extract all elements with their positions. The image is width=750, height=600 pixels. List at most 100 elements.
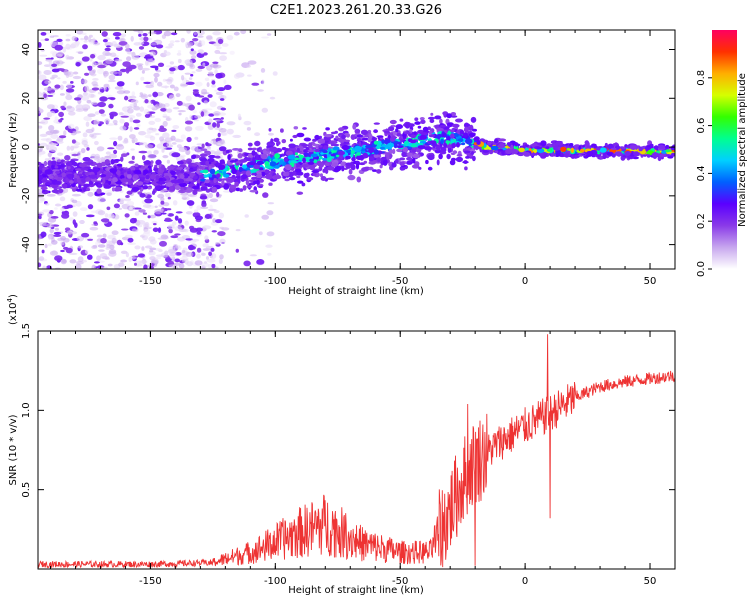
heatmap-cell <box>99 266 108 269</box>
heatmap-cell <box>189 246 196 250</box>
heatmap-cell <box>160 212 167 215</box>
heatmap-cell <box>81 32 87 35</box>
heatmap-cell <box>109 111 118 117</box>
heatmap-cell <box>239 188 244 192</box>
heatmap-cell <box>225 149 230 154</box>
heatmap-cell <box>220 132 227 136</box>
heatmap-cell <box>309 158 314 162</box>
heatmap-cell <box>57 77 61 80</box>
heatmap-cell <box>167 249 177 254</box>
heatmap-cell <box>82 157 91 162</box>
heatmap-cell <box>254 132 261 137</box>
heatmap-cell <box>267 252 272 256</box>
heatmap-cell <box>203 100 208 105</box>
heatmap-cell <box>257 160 265 165</box>
heatmap-cell <box>200 92 210 95</box>
heatmap-cell <box>59 93 65 96</box>
heatmap-cell <box>133 42 142 46</box>
heatmap-cell <box>72 130 82 134</box>
heatmap-cell <box>86 99 92 104</box>
heatmap-cell <box>199 166 204 170</box>
heatmap-cell <box>107 147 115 150</box>
heatmap-cell <box>123 90 131 94</box>
heatmap-cell <box>185 238 193 241</box>
heatmap-cell <box>114 186 122 191</box>
scale-exponent: 4 <box>6 297 14 302</box>
heatmap-cell <box>210 247 215 252</box>
heatmap-cell <box>97 183 101 187</box>
heatmap-cell <box>54 181 62 185</box>
heatmap-cell <box>97 54 106 61</box>
heatmap-cell <box>665 149 671 153</box>
heatmap-cell <box>585 141 590 147</box>
top-x-tick-label: -150 <box>139 276 162 287</box>
heatmap-cell <box>77 256 84 263</box>
heatmap-cell <box>184 126 193 132</box>
heatmap-cell <box>185 95 192 102</box>
heatmap-cell <box>136 124 141 127</box>
heatmap-cell <box>141 67 151 71</box>
heatmap-cell <box>284 178 290 182</box>
heatmap-cell <box>244 214 249 218</box>
heatmap-cell <box>453 138 457 143</box>
top-y-tick-label: 40 <box>21 43 32 56</box>
heatmap-cell <box>560 146 567 152</box>
heatmap-cell <box>148 49 157 53</box>
heatmap-cell <box>143 169 149 174</box>
heatmap-cell <box>218 258 223 265</box>
heatmap-cell <box>410 144 418 148</box>
heatmap-cell <box>288 160 292 164</box>
heatmap-cell <box>144 221 150 228</box>
heatmap-cell <box>205 142 209 146</box>
heatmap-cell <box>71 42 79 48</box>
heatmap-cell <box>348 168 353 175</box>
heatmap-cell <box>301 182 306 187</box>
heatmap-cell <box>290 167 295 171</box>
heatmap-cell <box>269 146 278 152</box>
heatmap-cell <box>65 247 73 254</box>
heatmap-cell <box>324 168 329 174</box>
heatmap-cell <box>373 129 378 134</box>
heatmap-cell <box>436 127 444 131</box>
colorbar-axes: 0.0 0.2 0.4 0.6 0.8 <box>696 70 712 277</box>
heatmap-cell <box>135 112 142 117</box>
heatmap-cell <box>72 145 80 149</box>
heatmap-cell <box>177 64 185 71</box>
heatmap-cell <box>202 62 206 67</box>
heatmap-cell <box>350 164 356 171</box>
heatmap-cell <box>68 111 76 116</box>
heatmap-cell <box>392 130 397 136</box>
heatmap-cell <box>307 149 315 153</box>
heatmap-cell <box>188 77 193 80</box>
heatmap-cell <box>599 155 604 160</box>
heatmap-cell <box>191 71 196 74</box>
heatmap-cell <box>314 148 321 153</box>
heatmap-cell <box>106 123 115 126</box>
heatmap-cell <box>518 147 525 153</box>
heatmap-cell <box>83 35 89 41</box>
heatmap-cell <box>322 157 328 161</box>
heatmap-cell <box>147 215 151 219</box>
heatmap-cell <box>38 70 41 74</box>
heatmap-cell <box>100 156 105 163</box>
heatmap-cell <box>79 163 87 168</box>
heatmap-cell <box>147 154 157 159</box>
heatmap-cell <box>78 220 85 224</box>
heatmap-cell <box>99 253 108 259</box>
heatmap-cell <box>39 142 48 147</box>
heatmap-cell <box>217 231 226 237</box>
heatmap-cell <box>176 167 184 170</box>
heatmap-cell <box>439 124 447 128</box>
heatmap-cell <box>417 145 426 149</box>
heatmap-cell <box>157 81 163 87</box>
heatmap-cell <box>138 150 148 154</box>
heatmap-cell <box>211 84 216 88</box>
heatmap-cell <box>197 65 205 70</box>
heatmap-cell <box>630 145 637 151</box>
heatmap-cell <box>93 221 98 225</box>
heatmap-cell <box>127 108 134 114</box>
heatmap-cell <box>261 107 268 113</box>
heatmap-cell <box>122 61 131 67</box>
heatmap-cell <box>446 144 452 149</box>
